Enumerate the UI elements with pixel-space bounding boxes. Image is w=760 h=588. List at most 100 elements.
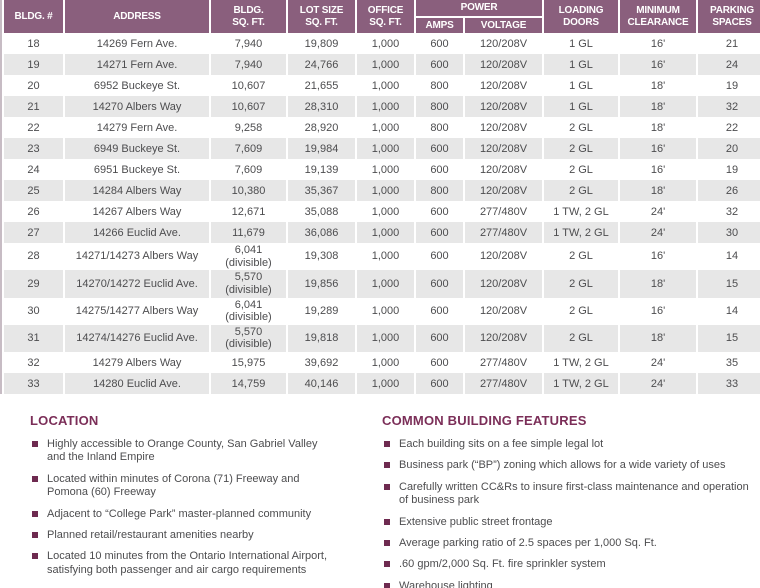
cell-lot-size: 19,984 [288,138,355,159]
cell-lot-size: 40,146 [288,373,355,395]
cell-parking-spaces: 15 [698,324,760,353]
cell-bldg-sqft: 10,380 [211,180,286,201]
list-item-text: Located within minutes of Corona (71) Fr… [47,472,300,499]
cell-amps: 600 [416,243,463,271]
cell-min-clearance: 24' [620,373,696,395]
cell-bldg-sqft: 7,940 [211,33,286,54]
cell-lot-size: 36,086 [288,222,355,243]
list-item-text: Located 10 minutes from the Ontario Inte… [47,550,328,576]
location-list: Highly accessible to Orange County, San … [30,438,350,577]
cell-voltage: 120/208V [465,297,542,325]
cell-address: 14280 Euclid Ave. [65,373,209,395]
features-heading: COMMON BUILDING FEATURES [382,413,587,428]
cell-min-clearance: 18' [620,180,696,201]
list-item-text: .60 gpm/2,000 Sq. Ft. fire sprinkler sys… [399,558,606,571]
cell-bldg-sqft: 10,607 [211,96,286,117]
cell-loading-doors: 2 GL [544,180,618,201]
square-bullet-icon [32,553,38,560]
cell-office-sqft: 1,000 [357,33,414,54]
cell-parking-spaces: 14 [698,243,760,271]
square-bullet-icon [384,441,390,447]
col-header-min-clearance: MINIMUM CLEARANCE [620,0,696,33]
features-section: COMMON BUILDING FEATURES Each building s… [350,413,750,588]
list-item-text: Each building sits on a fee simple legal… [399,438,604,450]
cell-voltage: 120/208V [465,96,542,117]
list-item: Each building sits on a fee simple legal… [382,438,750,451]
features-list: Each building sits on a fee simple legal… [382,438,750,588]
cell-min-clearance: 18' [620,270,696,298]
cell-loading-doors: 2 GL [544,297,618,325]
cell-amps: 600 [416,222,463,243]
list-item: .60 gpm/2,000 Sq. Ft. fire sprinkler sys… [382,558,750,571]
square-bullet-icon [384,483,390,490]
cell-amps: 800 [416,75,463,96]
cell-office-sqft: 1,000 [357,324,414,353]
cell-parking-spaces: 35 [698,352,760,374]
cell-loading-doors: 2 GL [544,138,618,159]
cell-address: 14274/14276 Euclid Ave. [65,324,209,353]
cell-bldg-sqft: 10,607 [211,75,286,96]
cell-parking-spaces: 22 [698,117,760,138]
cell-voltage: 120/208V [465,324,542,353]
cell-bldg-no: 19 [4,54,63,75]
col-header-voltage: VOLTAGE [465,17,542,33]
cell-bldg-sqft: 11,679 [211,222,286,243]
cell-loading-doors: 1 TW, 2 GL [544,222,618,243]
cell-min-clearance: 16' [620,159,696,180]
list-item: Extensive public street frontage [382,516,750,529]
cell-loading-doors: 2 GL [544,159,618,180]
cell-bldg-sqft: 9,258 [211,117,286,138]
cell-amps: 600 [416,352,463,374]
col-header-address: ADDRESS [65,0,209,33]
list-item: Carefully written CC&Rs to insure first-… [382,481,750,508]
cell-loading-doors: 1 GL [544,96,618,117]
square-bullet-icon [32,441,38,447]
cell-amps: 600 [416,297,463,325]
bottom-sections: LOCATION Highly accessible to Orange Cou… [0,413,760,588]
cell-voltage: 277/480V [465,352,542,374]
cell-office-sqft: 1,000 [357,138,414,159]
cell-voltage: 120/208V [465,270,542,298]
list-item-text: Highly accessible to Orange County, San … [47,438,318,464]
cell-amps: 800 [416,117,463,138]
table-row: 33 14280 Euclid Ave. 14,759 40,146 1,000 600 2… [4,373,760,395]
cell-parking-spaces: 26 [698,180,760,201]
cell-min-clearance: 24' [620,352,696,374]
cell-min-clearance: 24' [620,201,696,222]
cell-bldg-sqft: 5,570 (divisible) [211,324,286,353]
cell-address: 14275/14277 Albers Way [65,297,209,325]
cell-voltage: 120/208V [465,159,542,180]
cell-address: 14279 Fern Ave. [65,117,209,138]
cell-bldg-sqft: 7,609 [211,159,286,180]
cell-amps: 600 [416,54,463,75]
cell-bldg-no: 30 [4,297,63,325]
cell-parking-spaces: 21 [698,33,760,54]
cell-loading-doors: 1 TW, 2 GL [544,373,618,395]
cell-bldg-sqft: 12,671 [211,201,286,222]
list-item: Highly accessible to Orange County, San … [30,438,350,465]
cell-parking-spaces: 32 [698,201,760,222]
table-row: 32 14279 Albers Way 15,975 39,692 1,000 600 27… [4,352,760,374]
table-row: 24 6951 Buckeye St. 7,609 19,139 1,000 600 120… [4,159,760,180]
cell-address: 6951 Buckeye St. [65,159,209,180]
cell-lot-size: 35,088 [288,201,355,222]
list-item-text: Carefully written CC&Rs to insure first-… [399,480,749,507]
table-row: 22 14279 Fern Ave. 9,258 28,920 1,000 800 120/… [4,117,760,138]
square-bullet-icon [32,510,38,517]
cell-lot-size: 21,655 [288,75,355,96]
building-spec-table-container: BLDG. # ADDRESS BLDG. SQ. FT. LOT SIZE S… [0,0,760,395]
square-bullet-icon [32,532,38,539]
cell-amps: 600 [416,201,463,222]
list-item-text: Extensive public street frontage [399,515,553,528]
cell-amps: 600 [416,138,463,159]
cell-office-sqft: 1,000 [357,352,414,374]
cell-bldg-sqft: 15,975 [211,352,286,374]
location-section: LOCATION Highly accessible to Orange Cou… [0,413,350,588]
table-row: 26 14267 Albers Way 12,671 35,088 1,000 600 27… [4,201,760,222]
cell-bldg-no: 22 [4,117,63,138]
cell-amps: 600 [416,324,463,353]
cell-lot-size: 35,367 [288,180,355,201]
table-row: 19 14271 Fern Ave. 7,940 24,766 1,000 600 120/… [4,54,760,75]
cell-office-sqft: 1,000 [357,180,414,201]
cell-bldg-sqft: 6,041 (divisible) [211,243,286,271]
